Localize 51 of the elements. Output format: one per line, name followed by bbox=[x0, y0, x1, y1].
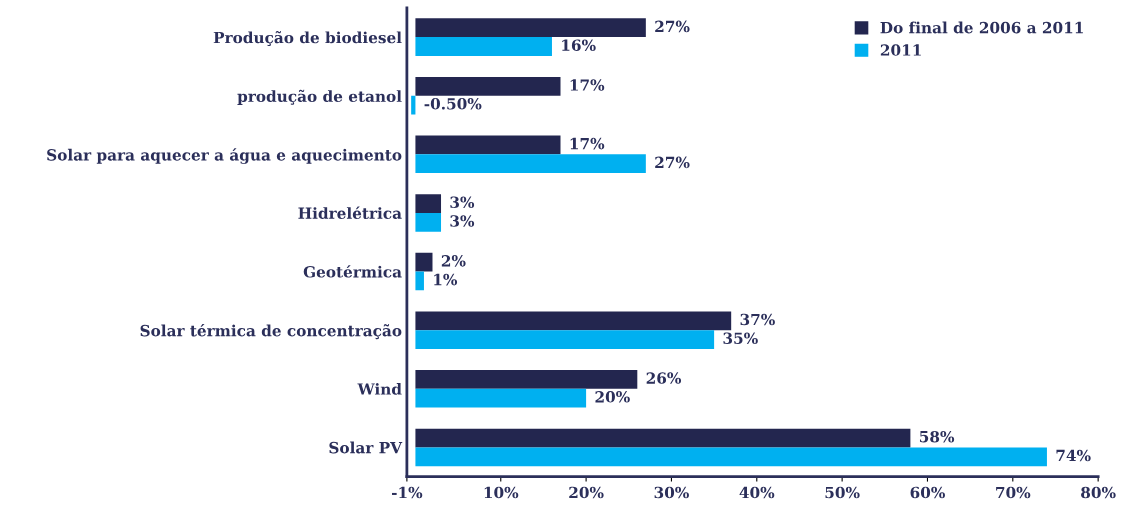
bar bbox=[415, 18, 646, 38]
data-label: 27% bbox=[655, 156, 690, 169]
data-label: 17% bbox=[570, 137, 605, 150]
bar bbox=[415, 135, 561, 155]
y-tick-label: Wind bbox=[357, 382, 402, 395]
x-tick-label: 40% bbox=[739, 486, 775, 499]
data-label: 16% bbox=[562, 39, 596, 51]
bar bbox=[415, 194, 442, 213]
data-label: 58% bbox=[919, 430, 955, 443]
x-tick-label: -1% bbox=[391, 486, 423, 499]
legend-label: 2011 bbox=[880, 44, 921, 56]
data-label: 17% bbox=[570, 79, 605, 91]
bar bbox=[415, 76, 561, 96]
bar bbox=[415, 428, 911, 448]
y-tick-label: produção de etanol bbox=[237, 89, 402, 105]
bar bbox=[415, 311, 732, 331]
bar bbox=[415, 447, 1047, 467]
y-tick-label: Hidrelétrica bbox=[298, 206, 402, 219]
data-label: 37% bbox=[740, 313, 775, 326]
x-tick-label: 10% bbox=[484, 486, 519, 499]
data-label: 2% bbox=[441, 255, 466, 267]
bar bbox=[415, 271, 424, 291]
x-tick-label: 60% bbox=[910, 486, 945, 499]
data-label: 1% bbox=[434, 273, 458, 286]
bar bbox=[415, 212, 442, 232]
bar bbox=[415, 330, 715, 349]
x-tick-label: 80% bbox=[1081, 486, 1116, 499]
y-tick-label: Solar para aquecer a água e aquecimento bbox=[47, 148, 402, 164]
data-label: -0.50% bbox=[424, 97, 482, 110]
x-tick-label: 70% bbox=[996, 486, 1031, 499]
data-label: 26% bbox=[646, 372, 682, 384]
x-tick-label: 20% bbox=[569, 486, 604, 499]
y-tick-label: Produção de biodiesel bbox=[213, 30, 402, 47]
bar bbox=[415, 370, 638, 389]
legend-label: Do final de 2006 a 2011 bbox=[880, 21, 1083, 34]
x-tick-label: 50% bbox=[825, 486, 860, 499]
data-label: 35% bbox=[723, 332, 758, 344]
bar bbox=[415, 252, 433, 272]
data-label: 3% bbox=[450, 196, 475, 209]
data-label: 20% bbox=[595, 391, 630, 403]
bar bbox=[415, 37, 552, 56]
x-tick-label: 30% bbox=[654, 486, 689, 499]
y-tick-label: Solar PV bbox=[329, 441, 403, 454]
bar bbox=[411, 95, 416, 115]
bar bbox=[415, 154, 646, 174]
data-label: 74% bbox=[1056, 449, 1091, 462]
bar bbox=[415, 388, 587, 408]
y-tick-label: Solar térmica de concentração bbox=[140, 323, 402, 340]
data-label: 27% bbox=[655, 20, 690, 33]
y-tick-label: Geotérmica bbox=[303, 265, 402, 278]
data-label: 3% bbox=[450, 215, 475, 227]
